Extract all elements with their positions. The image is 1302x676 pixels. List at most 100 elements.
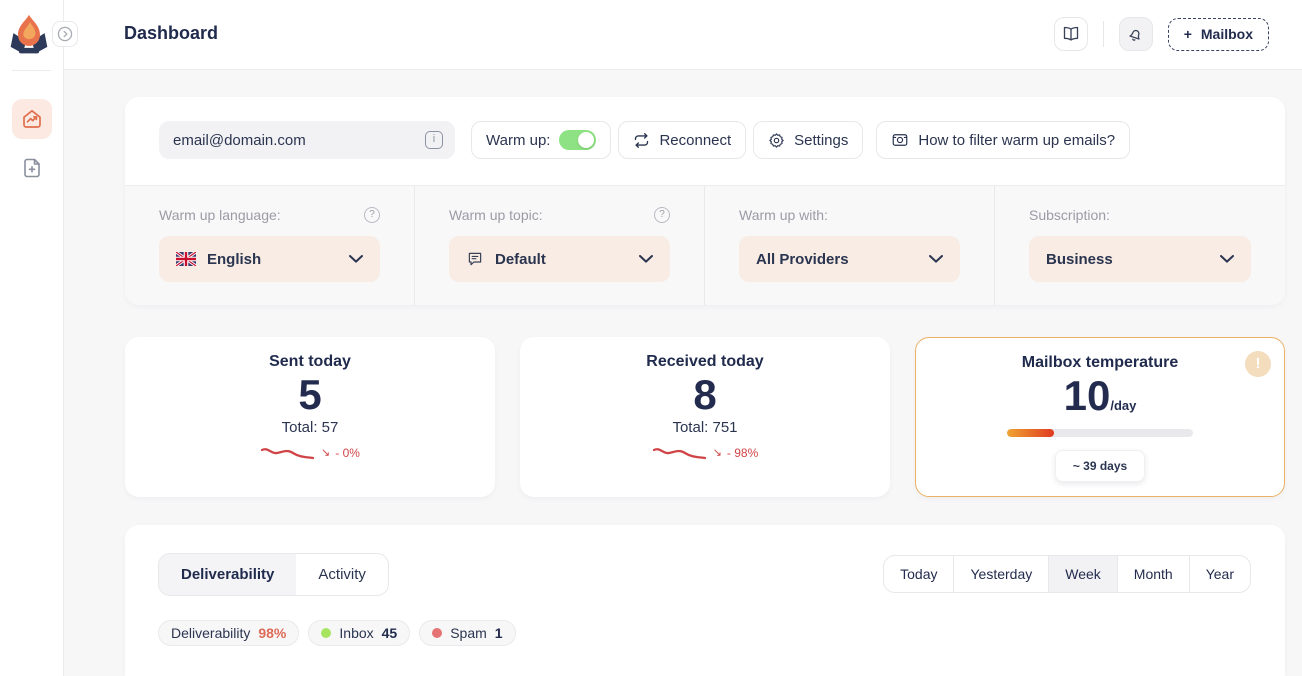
- warmy-flame-logo: [7, 13, 51, 57]
- period-week[interactable]: Week: [1049, 556, 1118, 592]
- deliverability-badge[interactable]: Deliverability 98%: [158, 620, 299, 646]
- deliverability-badge-value: 98%: [258, 625, 286, 641]
- video-camera-icon: [891, 131, 909, 149]
- settings-button[interactable]: Settings: [753, 121, 863, 159]
- temperature-eta-badge: ~ 39 days: [1055, 450, 1145, 482]
- alert-icon[interactable]: !: [1245, 351, 1271, 377]
- add-mailbox-label: Mailbox: [1201, 26, 1253, 42]
- period-yesterday[interactable]: Yesterday: [954, 556, 1049, 592]
- deliverability-badge-label: Deliverability: [171, 625, 250, 641]
- trend-line-chart: [652, 445, 708, 461]
- period-year[interactable]: Year: [1190, 556, 1250, 592]
- topic-value: Default: [495, 251, 546, 268]
- sent-today-title: Sent today: [125, 353, 495, 371]
- sent-today-card: Sent today 5 Total: 57 ↘ - 0%: [125, 337, 495, 497]
- repeat-icon: [633, 132, 650, 149]
- page-title: Dashboard: [124, 23, 218, 44]
- topic-label: Warm up topic:: [449, 207, 543, 223]
- tab-deliverability[interactable]: Deliverability: [159, 554, 296, 595]
- providers-select[interactable]: All Providers: [739, 236, 960, 282]
- sidebar-expand-button[interactable]: [52, 21, 78, 47]
- mailbox-toolbar: email@domain.com i Warm up: Reconnect Se…: [159, 121, 1255, 159]
- trend-down-arrow-icon: ↘: [321, 448, 330, 459]
- spam-badge-label: Spam: [450, 625, 487, 641]
- spam-dot-icon: [432, 628, 442, 638]
- chevron-down-icon: [349, 255, 363, 263]
- warmup-toggle[interactable]: [559, 130, 596, 150]
- subscription-label: Subscription:: [1029, 207, 1110, 223]
- language-value: English: [207, 251, 261, 268]
- chevron-down-icon: [1220, 255, 1234, 263]
- warmup-options-row: Warm up language: ? English Warm up topi…: [125, 185, 1285, 305]
- settings-label: Settings: [794, 132, 848, 149]
- sidebar: [0, 0, 64, 676]
- chevron-down-icon: [639, 255, 653, 263]
- inbox-badge-value: 45: [382, 625, 398, 641]
- period-today[interactable]: Today: [884, 556, 954, 592]
- temperature-progress-fill: [1007, 429, 1054, 437]
- providers-label: Warm up with:: [739, 207, 828, 223]
- received-today-total: Total: 751: [520, 419, 890, 436]
- option-topic: Warm up topic: ? Default: [415, 186, 705, 305]
- notifications-button[interactable]: [1119, 17, 1153, 51]
- inbox-badge-label: Inbox: [339, 625, 373, 641]
- warmup-toggle-group: Warm up:: [471, 121, 611, 159]
- temperature-value: 10: [1064, 372, 1111, 420]
- inbox-dot-icon: [321, 628, 331, 638]
- option-providers: Warm up with: All Providers: [705, 186, 995, 305]
- bell-icon: [1124, 22, 1148, 46]
- uk-flag-icon: [176, 252, 196, 266]
- add-mailbox-button[interactable]: + Mailbox: [1168, 18, 1269, 51]
- trend-down-arrow-icon: ↘: [713, 448, 722, 459]
- reconnect-button[interactable]: Reconnect: [618, 121, 746, 159]
- sent-today-trend: ↘ - 0%: [125, 445, 495, 461]
- book-icon: [1061, 24, 1081, 44]
- trend-line-chart: [260, 445, 316, 461]
- toggle-knob: [578, 132, 594, 148]
- received-today-value: 8: [520, 371, 890, 419]
- header-actions: + Mailbox: [1054, 17, 1269, 51]
- sidebar-divider: [12, 70, 51, 71]
- topic-select[interactable]: Default: [449, 236, 670, 282]
- legend-badges: Deliverability 98% Inbox 45 Spam 1: [158, 620, 516, 646]
- temperature-unit: /day: [1110, 398, 1136, 413]
- analytics-panel: Deliverability Activity Today Yesterday …: [125, 525, 1285, 676]
- reconnect-label: Reconnect: [659, 132, 731, 149]
- filter-help-button[interactable]: How to filter warm up emails?: [876, 121, 1130, 159]
- received-today-trend-value: - 98%: [727, 446, 758, 460]
- email-select[interactable]: email@domain.com i: [159, 121, 455, 159]
- subscription-select[interactable]: Business: [1029, 236, 1251, 282]
- option-language: Warm up language: ? English: [125, 186, 415, 305]
- help-icon[interactable]: ?: [654, 207, 670, 223]
- chevron-down-icon: [929, 255, 943, 263]
- period-month[interactable]: Month: [1118, 556, 1190, 592]
- tab-activity[interactable]: Activity: [296, 554, 388, 595]
- info-icon[interactable]: i: [425, 131, 443, 149]
- temperature-value-row: 10/day: [916, 372, 1284, 420]
- sent-today-total: Total: 57: [125, 419, 495, 436]
- sidebar-item-dashboard[interactable]: [12, 99, 52, 139]
- mailbox-settings-card: email@domain.com i Warm up: Reconnect Se…: [125, 97, 1285, 305]
- period-selector: Today Yesterday Week Month Year: [883, 555, 1251, 593]
- inbox-badge[interactable]: Inbox 45: [308, 620, 410, 646]
- option-subscription: Subscription: Business: [995, 186, 1285, 305]
- sent-today-value: 5: [125, 371, 495, 419]
- help-icon[interactable]: ?: [364, 207, 380, 223]
- sidebar-item-add-file[interactable]: [12, 148, 52, 188]
- analytics-tabs: Deliverability Activity: [158, 553, 389, 596]
- received-today-title: Received today: [520, 353, 890, 371]
- spam-badge-value: 1: [495, 625, 503, 641]
- temperature-title: Mailbox temperature: [916, 354, 1284, 372]
- providers-value: All Providers: [756, 251, 849, 268]
- subscription-value: Business: [1046, 251, 1113, 268]
- plus-icon: +: [1184, 26, 1192, 42]
- filter-help-label: How to filter warm up emails?: [918, 132, 1115, 149]
- spam-badge[interactable]: Spam 1: [419, 620, 515, 646]
- header-divider: [1103, 21, 1104, 47]
- language-select[interactable]: English: [159, 236, 380, 282]
- knowledge-base-button[interactable]: [1054, 17, 1088, 51]
- message-icon: [466, 250, 484, 268]
- email-value: email@domain.com: [173, 132, 306, 149]
- header: Dashboard + Mailbox: [64, 0, 1302, 70]
- sent-today-trend-value: - 0%: [335, 446, 360, 460]
